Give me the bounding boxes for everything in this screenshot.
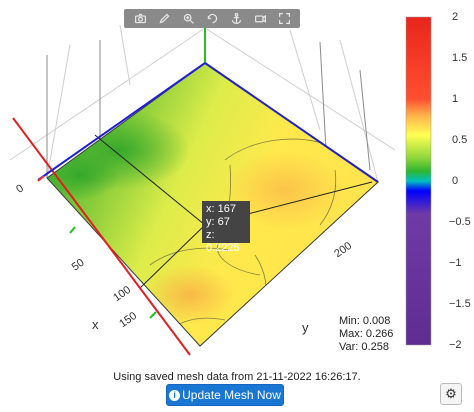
rotate-icon[interactable]: [203, 11, 221, 27]
colorbar-tick: −0.5: [449, 216, 471, 228]
colorbar-tick: 1: [452, 93, 459, 105]
colorbar-tick: −1: [449, 257, 462, 269]
video-camera-icon[interactable]: [251, 11, 269, 27]
colorbar-tick: 1.5: [452, 52, 468, 64]
mesh-stats: Min: 0.008 Max: 0.266 Var: 0.258: [339, 315, 393, 354]
gear-icon: ⚙: [445, 386, 457, 401]
colorbar-tick: 2: [452, 11, 459, 23]
settings-button[interactable]: ⚙: [440, 383, 462, 405]
hover-tooltip: x: 167 y: 67 z: 0.2225: [202, 201, 250, 254]
anchor-icon[interactable]: [227, 11, 245, 27]
info-icon: i: [169, 389, 181, 401]
colorbar-tick: 0: [452, 175, 459, 187]
stat-var: Var: 0.258: [339, 341, 389, 353]
tooltip-x: x: 167: [206, 203, 236, 215]
modebar: [124, 9, 300, 28]
colorbar-tick: 0.5: [452, 134, 468, 146]
y-axis-title: y: [302, 320, 309, 335]
stat-max: Max: 0.266: [339, 328, 394, 340]
zoom-icon[interactable]: [179, 11, 197, 27]
tooltip-y: y: 67: [206, 216, 230, 228]
pencil-icon[interactable]: [155, 11, 173, 27]
colorbar-tick: −1.5: [449, 298, 471, 310]
camera-icon[interactable]: [131, 11, 149, 27]
stat-min: Min: 0.008: [339, 315, 391, 327]
x-axis-title: x: [92, 317, 99, 332]
axis-lines: [12, 28, 379, 356]
update-mesh-button[interactable]: i Update Mesh Now: [166, 384, 284, 406]
update-mesh-label: Update Mesh Now: [182, 388, 281, 402]
colorbar: [405, 16, 432, 346]
scene-axis-edges: [46, 40, 371, 178]
colorbar-tick: −2: [449, 339, 462, 351]
status-text: Using saved mesh data from 21-11-2022 16…: [113, 371, 361, 383]
fullscreen-icon[interactable]: [275, 11, 293, 27]
tooltip-z: z: 0.2225: [206, 229, 240, 254]
